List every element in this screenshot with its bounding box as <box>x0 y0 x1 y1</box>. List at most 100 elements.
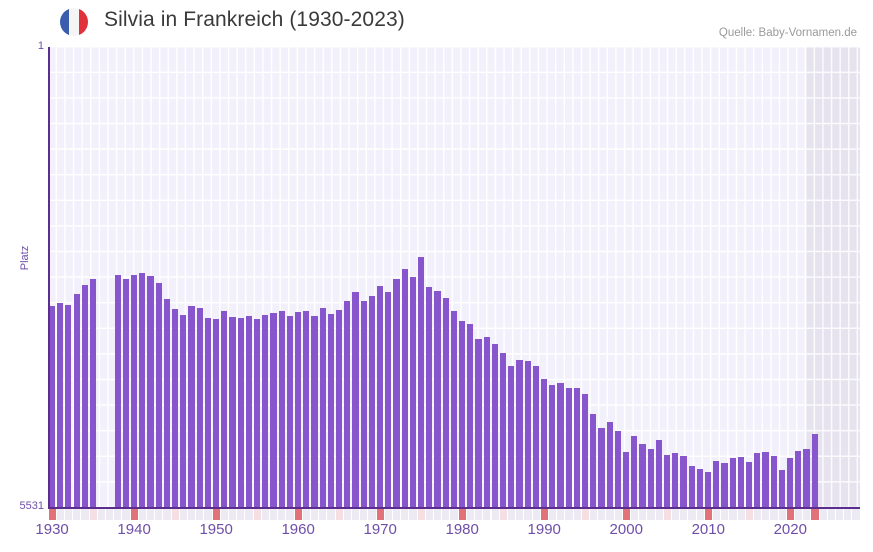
bar[interactable] <box>549 384 556 507</box>
bar[interactable] <box>327 314 334 507</box>
bar[interactable] <box>237 317 244 507</box>
x-axis-marker-faint <box>844 509 852 520</box>
bar[interactable] <box>532 365 539 507</box>
bar[interactable] <box>417 256 425 507</box>
bar[interactable] <box>278 311 285 507</box>
bar[interactable] <box>483 337 490 507</box>
x-axis-marker-faint <box>557 509 565 520</box>
bar[interactable] <box>253 318 261 507</box>
x-axis-tick-1980: 1980 <box>445 521 479 538</box>
bar[interactable] <box>672 452 679 507</box>
bar[interactable] <box>746 462 753 507</box>
bar[interactable] <box>188 306 195 507</box>
bar[interactable] <box>639 444 646 507</box>
bar[interactable] <box>171 308 179 507</box>
bar[interactable] <box>393 278 400 507</box>
bar[interactable] <box>319 308 326 507</box>
bar[interactable] <box>376 286 384 507</box>
bar[interactable] <box>598 427 605 507</box>
bar[interactable] <box>762 451 769 507</box>
bar[interactable] <box>442 298 449 507</box>
bar[interactable] <box>606 422 613 507</box>
bar[interactable] <box>557 382 564 507</box>
bar[interactable] <box>491 343 498 507</box>
plot-area <box>48 47 860 509</box>
bar[interactable] <box>114 274 121 507</box>
bar[interactable] <box>737 457 745 507</box>
bar[interactable] <box>647 449 654 507</box>
bar[interactable] <box>754 453 761 507</box>
bar[interactable] <box>713 461 720 507</box>
bar[interactable] <box>450 310 457 507</box>
bar[interactable] <box>573 388 581 507</box>
bar[interactable] <box>270 313 277 507</box>
bar[interactable] <box>130 275 138 507</box>
bar[interactable] <box>409 277 416 507</box>
bar[interactable] <box>352 291 359 507</box>
bar[interactable] <box>89 278 97 507</box>
bar[interactable] <box>73 294 80 507</box>
bar[interactable] <box>787 458 794 507</box>
bar[interactable] <box>139 273 146 507</box>
bar[interactable] <box>229 317 236 507</box>
bar[interactable] <box>360 301 367 507</box>
bar[interactable] <box>475 338 482 507</box>
bar[interactable] <box>795 450 802 507</box>
bar[interactable] <box>696 469 704 507</box>
bar[interactable] <box>212 318 220 507</box>
bar[interactable] <box>541 378 548 507</box>
bar[interactable] <box>155 282 162 507</box>
bar[interactable] <box>721 462 728 507</box>
bar[interactable] <box>147 275 154 507</box>
bar[interactable] <box>344 301 351 507</box>
bar[interactable] <box>582 394 589 507</box>
bar[interactable] <box>508 366 515 507</box>
bar[interactable] <box>245 316 252 507</box>
bar[interactable] <box>680 456 687 507</box>
bar[interactable] <box>516 359 523 507</box>
bar[interactable] <box>180 314 187 507</box>
x-axis-marker-faint <box>524 509 532 520</box>
bar[interactable] <box>81 284 88 507</box>
bar[interactable] <box>565 387 572 507</box>
bar[interactable] <box>221 311 228 507</box>
bar[interactable] <box>335 309 343 507</box>
bar[interactable] <box>163 298 170 507</box>
x-axis-marker-faint <box>138 509 146 520</box>
bar[interactable] <box>778 470 786 507</box>
bar[interactable] <box>688 465 695 507</box>
bar[interactable] <box>262 315 269 507</box>
bar[interactable] <box>434 291 441 507</box>
bar[interactable] <box>401 269 408 507</box>
bar[interactable] <box>664 454 671 507</box>
bar[interactable] <box>803 448 810 507</box>
bar[interactable] <box>294 312 302 507</box>
x-axis-marker-faint <box>491 509 499 520</box>
bar[interactable] <box>57 302 64 507</box>
bar[interactable] <box>614 431 622 507</box>
bar[interactable] <box>122 278 129 507</box>
bar[interactable] <box>286 316 293 507</box>
bar[interactable] <box>524 360 531 507</box>
x-axis-marker-faint <box>507 509 516 520</box>
bar[interactable] <box>48 305 56 507</box>
bar[interactable] <box>631 436 638 507</box>
bar[interactable] <box>459 321 466 507</box>
bar[interactable] <box>811 433 818 507</box>
bar[interactable] <box>368 296 375 507</box>
bar[interactable] <box>623 452 630 507</box>
bar[interactable] <box>204 317 211 507</box>
bar[interactable] <box>729 458 736 507</box>
bar[interactable] <box>196 308 203 507</box>
bar[interactable] <box>311 315 318 507</box>
bar[interactable] <box>385 291 392 507</box>
bar[interactable] <box>500 353 507 507</box>
bar[interactable] <box>590 413 597 507</box>
bar[interactable] <box>303 311 310 507</box>
bar[interactable] <box>770 455 777 507</box>
bar[interactable] <box>655 440 663 507</box>
bar[interactable] <box>426 287 433 507</box>
bar[interactable] <box>65 305 72 507</box>
bar[interactable] <box>467 323 474 507</box>
bar[interactable] <box>705 471 712 507</box>
